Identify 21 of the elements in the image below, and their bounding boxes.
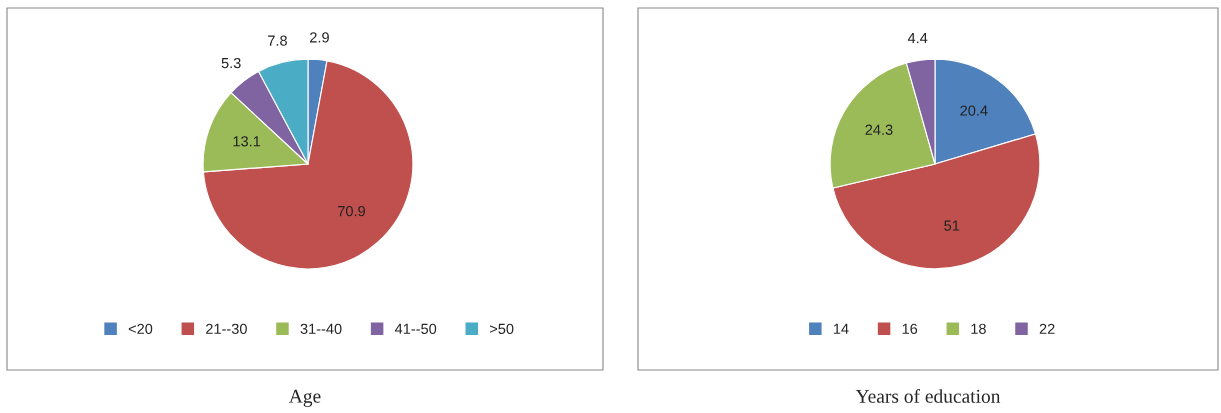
pie-slice <box>202 60 414 270</box>
data-label: 20.4 <box>960 105 988 116</box>
data-label: 51 <box>944 220 960 231</box>
data-label: 5.3 <box>221 57 241 69</box>
text: Age <box>288 389 321 407</box>
legend-label: 31--40 <box>300 323 342 334</box>
data-label: 7.8 <box>268 35 287 46</box>
legend-label: 16 <box>902 323 918 334</box>
legend-label: 18 <box>971 323 986 334</box>
text: Years of education <box>855 388 1001 403</box>
legend-label: >50 <box>489 323 514 334</box>
data-label: 70.9 <box>338 205 365 217</box>
legend-label: <20 <box>128 323 153 334</box>
legend-label: 21--30 <box>206 323 247 334</box>
legend-label: 22 <box>1039 323 1055 334</box>
data-label: 13.1 <box>233 136 261 147</box>
data-label: 4.4 <box>907 33 928 44</box>
legend-label: 41--50 <box>394 323 437 334</box>
data-label: 24.3 <box>865 124 893 135</box>
data-label: 2.9 <box>310 32 329 43</box>
legend-label: 14 <box>833 323 849 334</box>
